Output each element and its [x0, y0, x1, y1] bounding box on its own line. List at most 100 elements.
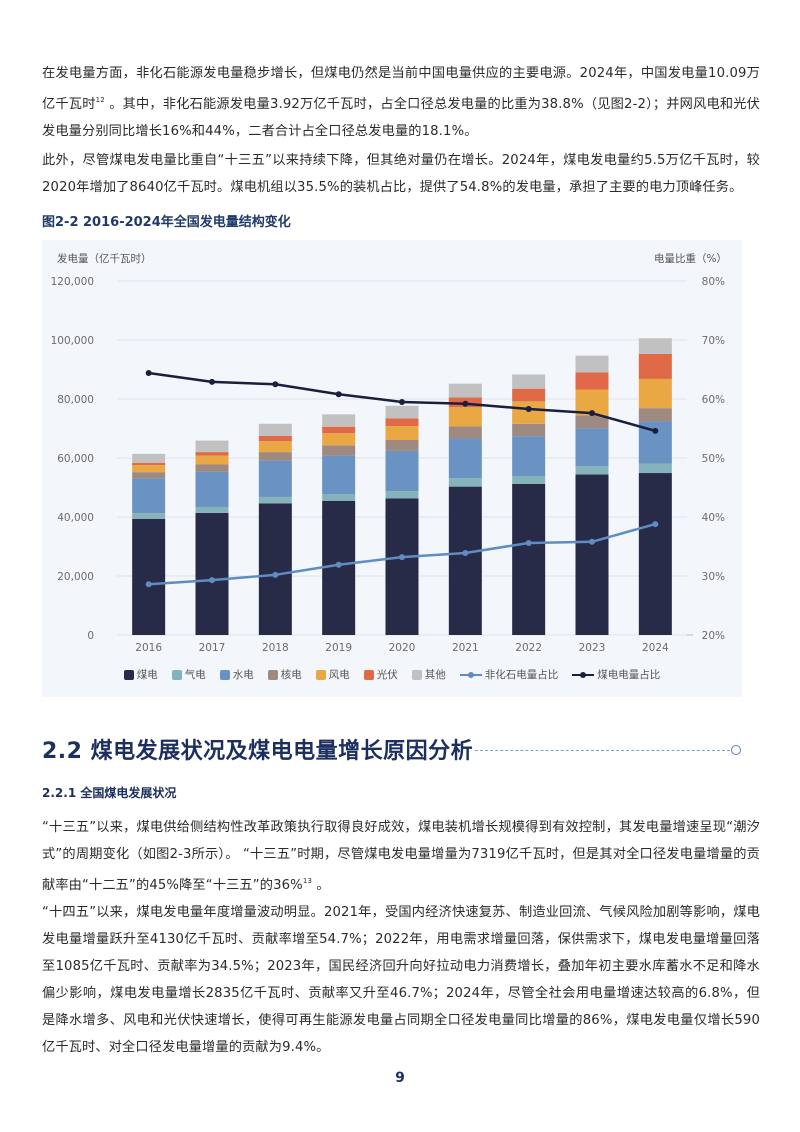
legend-item[interactable]: 水电	[219, 667, 254, 682]
x-tick-label: 2023	[579, 642, 606, 654]
y2-tick-label: 70%	[702, 335, 725, 347]
y-tick-label: 40,000	[57, 512, 94, 524]
p1-text-a: 在发电量方面，非化石能源发电量稳步增长，但煤电仍然是当前中国电量供应的主要电源。…	[42, 66, 760, 112]
bar-segment-光伏-2024	[638, 353, 672, 379]
bar-segment-水电-2023	[575, 428, 609, 466]
bar-segment-水电-2017	[195, 471, 229, 507]
y-tick-label: 100,000	[51, 335, 94, 347]
bar-segment-风电-2021	[448, 407, 482, 427]
line-point-非化石电量占比	[399, 554, 405, 561]
footnote-ref-13[interactable]: 13	[302, 877, 313, 885]
page-number: 9	[395, 1070, 405, 1086]
legend-swatch-icon	[267, 669, 278, 680]
line-point-煤电电量占比	[589, 410, 595, 417]
line-point-非化石电量占比	[525, 539, 532, 546]
legend-item[interactable]: 煤电电量占比	[572, 667, 660, 682]
legend-item[interactable]: 其他	[411, 667, 446, 682]
bar-segment-光伏-2017	[195, 452, 229, 456]
line-layer	[145, 370, 659, 588]
bar-segment-核电-2021	[448, 426, 482, 439]
y-tick-label: 80,000	[57, 394, 94, 406]
chart-svg: 0 20,000 40,000 60,000 80,000 100,000 120,000 2…	[51, 252, 727, 654]
legend-label: 煤电	[136, 669, 158, 681]
legend-item[interactable]: 气电	[171, 667, 206, 682]
legend-item[interactable]: 风电	[315, 667, 350, 682]
legend-label: 气电	[184, 669, 206, 681]
bar-segment-风电-2017	[195, 455, 229, 465]
section-title: 2.2 煤电发展状况及煤电电量增长原因分析	[42, 739, 474, 764]
bar-segment-气电-2023	[575, 465, 609, 475]
bar-segment-水电-2021	[448, 438, 482, 479]
line-point-煤电电量占比	[209, 378, 215, 385]
line-point-非化石电量占比	[209, 577, 215, 584]
legend-swatch-icon	[315, 669, 326, 680]
bar-segment-水电-2019	[322, 455, 356, 494]
legend-item[interactable]: 光伏	[363, 667, 398, 682]
line-point-煤电电量占比	[462, 400, 469, 407]
legend-label: 核电	[280, 669, 302, 681]
bar-segment-光伏-2022	[512, 388, 546, 402]
bar-segment-煤电-2018	[258, 503, 292, 635]
bar-segment-其他-2023	[575, 355, 609, 373]
line-point-非化石电量占比	[272, 571, 279, 578]
legend-swatch-icon	[219, 669, 230, 680]
line-point-煤电电量占比	[652, 427, 659, 434]
bar-segment-其他-2017	[195, 440, 229, 453]
bar-segment-风电-2020	[385, 426, 419, 441]
bar-segment-风电-2019	[322, 433, 356, 446]
line-point-煤电电量占比	[335, 391, 342, 398]
bar-segment-煤电-2016	[132, 518, 166, 635]
legend-label: 煤电电量占比	[597, 669, 661, 681]
section-circle-icon	[731, 745, 741, 755]
legend-label: 其他	[424, 669, 446, 681]
bar-segment-气电-2019	[322, 493, 356, 501]
bar-segment-风电-2016	[132, 465, 166, 473]
legend-swatch-icon	[123, 669, 134, 680]
line-point-非化石电量占比	[145, 581, 152, 588]
bar-segment-风电-2018	[258, 441, 292, 453]
legend-swatch-icon	[411, 669, 422, 680]
bar-segment-其他-2016	[132, 453, 166, 464]
x-tick-label: 2018	[262, 642, 289, 654]
x-tick-label: 2017	[199, 642, 226, 654]
bar-segment-其他-2024	[638, 338, 672, 354]
legend-item[interactable]: 核电	[267, 667, 302, 682]
y2-tick-label: 40%	[702, 512, 725, 524]
bar-segment-水电-2020	[385, 450, 419, 492]
bar-segment-光伏-2018	[258, 435, 292, 442]
bar-segment-煤电-2023	[575, 474, 609, 635]
legend-item[interactable]: 非化石电量占比	[459, 667, 558, 682]
bar-segment-其他-2020	[385, 405, 419, 419]
y2-tick-label: 20%	[702, 630, 725, 642]
figure-title: 图2-2 2016-2024年全国发电量结构变化	[42, 215, 291, 230]
line-point-非化石电量占比	[652, 521, 659, 528]
p1-text-b: 。其中，非化石能源发电量3.92万亿千瓦时，占全口径总发电量的比重为38.8%（…	[42, 97, 760, 139]
bar-segment-光伏-2023	[575, 372, 609, 390]
legend-label: 风电	[328, 669, 350, 681]
legend-item[interactable]: 煤电	[123, 667, 158, 682]
generation-structure-chart: 0 20,000 40,000 60,000 80,000 100,000 120,000 2…	[42, 240, 742, 697]
line-point-煤电电量占比	[145, 370, 152, 377]
paragraph-13th-five-year: “十三五”以来，煤电供给侧结构性改革政策执行取得良好成效，煤电装机增长规模得到有…	[42, 814, 760, 899]
y2-tick-label: 60%	[702, 394, 725, 406]
footnote-ref-12[interactable]: 12	[95, 96, 105, 104]
line-point-煤电电量占比	[399, 398, 405, 405]
bar-segment-水电-2018	[258, 460, 292, 497]
bar-segment-煤电-2024	[638, 473, 672, 635]
line-point-煤电电量占比	[525, 406, 532, 413]
legend-label: 光伏	[376, 669, 398, 681]
bar-segment-风电-2022	[512, 401, 546, 424]
x-tick-label: 2021	[452, 642, 479, 654]
bar-layer	[132, 338, 672, 635]
bar-segment-光伏-2020	[385, 418, 419, 427]
bar-segment-核电-2023	[575, 415, 609, 429]
line-point-非化石电量占比	[462, 549, 469, 556]
y-tick-label: 60,000	[57, 453, 94, 465]
bar-segment-核电-2016	[132, 472, 166, 479]
line-point-非化石电量占比	[335, 561, 342, 568]
bar-segment-煤电-2021	[448, 486, 482, 635]
paragraph-coal-share: 此外，尽管煤电发电量比重自“十三五”以来持续下降，但其绝对量仍在增长。2024年…	[42, 153, 760, 195]
y2-tick-label: 30%	[702, 571, 725, 583]
bar-segment-气电-2020	[385, 491, 419, 499]
y-axis-title: 发电量（亿千瓦时）	[57, 252, 152, 265]
